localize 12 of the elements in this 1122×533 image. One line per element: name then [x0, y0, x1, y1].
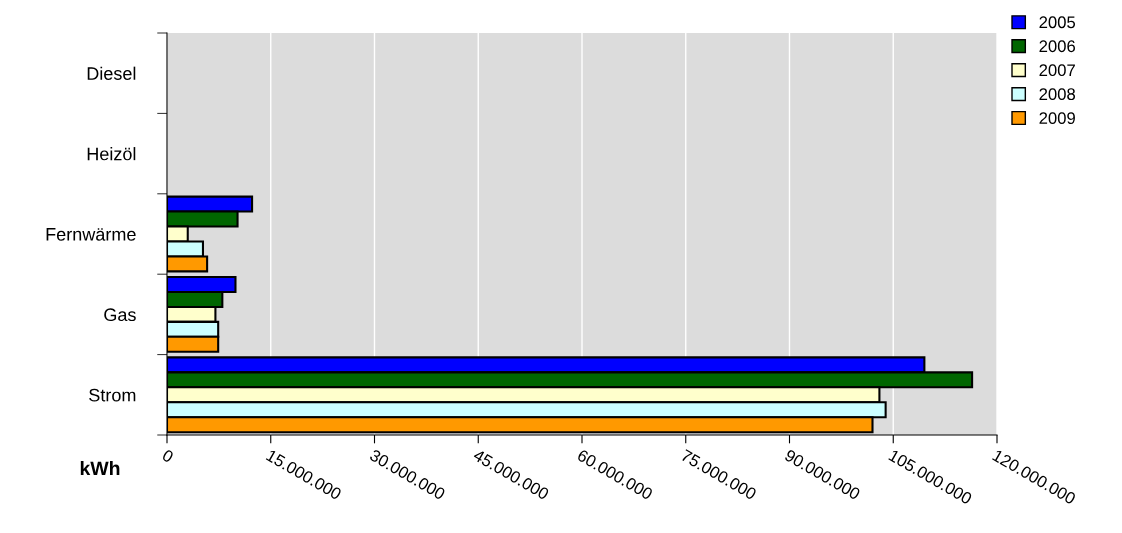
legend-label: 2005 [1039, 16, 1076, 29]
y-tick-label: Heizöl [87, 147, 136, 161]
legend-label: 2008 [1039, 88, 1076, 101]
y-tick-label: Fernwärme [46, 228, 136, 241]
x-tick-label: 0 [161, 448, 175, 464]
y-tick-label: Strom [89, 388, 136, 402]
legend-label: 2009 [1039, 112, 1075, 124]
legend-label: 2006 [1039, 40, 1076, 53]
y-tick-label: Diesel [87, 66, 136, 80]
y-tick-label: Gas [104, 308, 136, 322]
legend-label: 2007 [1039, 64, 1075, 77]
x-axis-title: kWh [80, 460, 120, 476]
